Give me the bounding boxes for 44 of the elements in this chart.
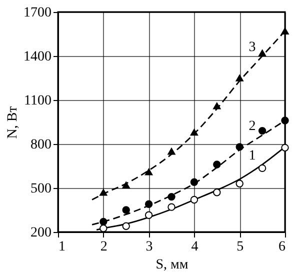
series-label: 1	[248, 148, 256, 164]
series-label: 2	[248, 119, 256, 134]
point	[213, 102, 221, 110]
point	[281, 116, 289, 124]
point	[281, 28, 289, 34]
point	[213, 188, 221, 196]
point	[258, 50, 266, 56]
point	[144, 200, 153, 208]
point	[258, 164, 266, 172]
point	[122, 222, 130, 230]
point	[144, 168, 153, 176]
point	[190, 178, 198, 186]
point	[168, 148, 176, 155]
point	[190, 128, 198, 136]
x-tick-label: 3	[146, 240, 153, 254]
point	[100, 218, 108, 226]
point	[100, 224, 108, 232]
y-tick-label: 1700	[24, 6, 52, 20]
point	[144, 211, 153, 219]
y-tick-label: 500	[30, 182, 52, 196]
x-tick-label: 2	[100, 240, 108, 254]
point	[236, 180, 244, 188]
point	[258, 126, 266, 135]
y-tick-label: 1100	[24, 94, 52, 108]
x-tick-label: 6	[278, 240, 286, 254]
point	[168, 203, 176, 211]
x-tick-label: 1	[58, 240, 66, 254]
x-tick-label: 5	[236, 240, 244, 254]
x-tick-label: 4	[191, 240, 198, 254]
point	[190, 196, 198, 204]
point	[281, 144, 289, 152]
point	[122, 182, 130, 188]
point	[213, 160, 221, 168]
y-tick-label: 1400	[24, 50, 52, 64]
point	[100, 188, 108, 196]
x-axis-title: S, мм	[156, 258, 188, 272]
series-label: 3	[248, 40, 256, 55]
point	[236, 143, 244, 151]
point	[236, 74, 244, 82]
y-tick-label: 800	[30, 138, 52, 152]
point	[122, 206, 130, 214]
y-tick-label: 200	[30, 226, 52, 240]
point	[168, 192, 176, 201]
y-axis-title: N, Вт	[6, 106, 20, 139]
